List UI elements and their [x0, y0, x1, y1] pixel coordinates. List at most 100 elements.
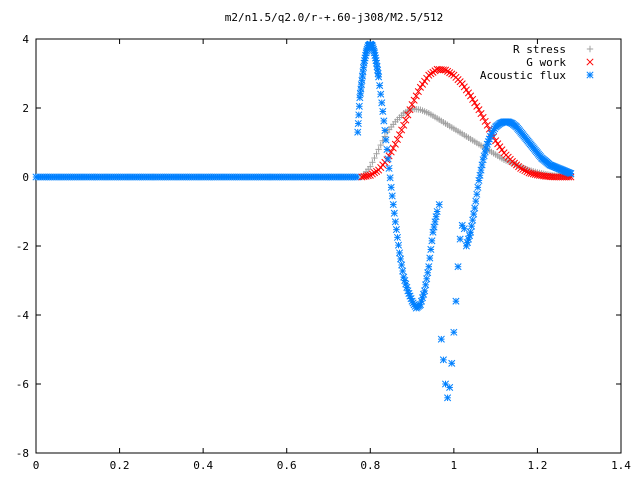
data-point — [470, 210, 478, 218]
data-point — [462, 86, 470, 94]
data-point — [473, 190, 481, 198]
data-point — [355, 111, 363, 119]
data-point — [400, 121, 408, 129]
data-point — [521, 167, 529, 175]
x-tick-label: 1.4 — [611, 459, 631, 472]
data-point — [479, 113, 487, 122]
data-point — [423, 275, 431, 283]
y-tick-label: -6 — [16, 378, 29, 391]
data-point — [469, 95, 477, 103]
x-tick-label: 1.2 — [527, 459, 547, 472]
data-point — [435, 201, 443, 209]
data-point — [468, 222, 476, 230]
series-acoustic-flux — [354, 40, 575, 402]
data-point — [525, 169, 533, 177]
data-point — [354, 128, 362, 136]
data-point — [426, 254, 434, 262]
data-point — [421, 287, 429, 295]
data-point — [395, 249, 404, 257]
data-point — [467, 228, 475, 236]
data-point — [368, 170, 376, 178]
data-point — [389, 144, 397, 152]
data-point — [428, 237, 436, 245]
y-tick-label: 4 — [22, 33, 29, 46]
x-tick-label: 0.6 — [277, 459, 297, 472]
data-point — [523, 168, 531, 176]
data-point — [406, 106, 414, 114]
y-tick-label: 2 — [22, 102, 29, 115]
data-point — [395, 131, 404, 139]
legend-label: Acoustic flux — [480, 69, 566, 82]
legend-label: R stress — [513, 43, 566, 56]
chart-title: m2/n1.5/q2.0/r-+.60-j308/M2.5/512 — [225, 11, 444, 24]
x-tick-label: 0.8 — [360, 459, 380, 472]
data-point — [418, 80, 427, 88]
data-marks — [32, 40, 575, 402]
data-point — [393, 233, 401, 241]
data-point — [393, 135, 401, 144]
data-point — [448, 359, 456, 367]
data-point — [422, 281, 430, 289]
data-point — [454, 263, 462, 271]
data-point — [441, 66, 450, 74]
data-point — [392, 226, 400, 234]
data-point — [387, 183, 395, 191]
data-point — [469, 216, 477, 224]
data-point — [446, 69, 454, 77]
data-point — [452, 297, 460, 305]
legend-marker — [586, 58, 594, 66]
data-point — [439, 66, 447, 74]
data-point — [383, 145, 391, 153]
data-point — [380, 117, 388, 125]
data-point — [531, 170, 539, 178]
data-point — [389, 201, 397, 209]
data-point — [366, 171, 374, 179]
data-point — [375, 146, 382, 153]
axis-ticks: 0 0.2 0.4 0.6 0.8 1 1.2 1.4 4 2 0 -2 -4 -6 -8 — [16, 33, 632, 472]
data-point — [391, 140, 399, 148]
plot-frame — [35, 38, 622, 454]
data-point — [370, 169, 379, 177]
data-point — [472, 197, 480, 205]
data-point — [355, 102, 363, 110]
data-point — [427, 245, 435, 254]
data-point — [388, 192, 396, 200]
data-point — [473, 102, 481, 110]
series-baseline — [32, 173, 362, 181]
data-point — [474, 183, 482, 191]
data-point — [399, 267, 407, 275]
data-point — [498, 146, 506, 154]
data-point — [460, 225, 468, 233]
legend-marker — [586, 71, 594, 79]
data-point — [373, 150, 380, 157]
data-point — [444, 394, 452, 402]
data-point — [517, 164, 525, 172]
data-point — [477, 110, 485, 118]
data-point — [483, 121, 491, 129]
series-g-work — [358, 65, 575, 181]
data-point — [402, 116, 410, 124]
data-point — [412, 92, 420, 100]
data-point — [481, 117, 489, 125]
x-tick-label: 0.2 — [110, 459, 130, 472]
data-point — [475, 106, 483, 114]
data-point — [416, 83, 424, 91]
data-point — [358, 173, 366, 181]
data-point — [444, 67, 452, 75]
data-point — [377, 141, 384, 149]
data-point — [439, 356, 447, 364]
data-point — [433, 207, 441, 216]
x-tick-label: 0 — [33, 459, 40, 472]
series-r-stress — [358, 105, 575, 181]
data-point — [394, 241, 403, 249]
data-point — [375, 73, 383, 81]
data-point — [382, 136, 390, 144]
data-point — [404, 111, 412, 119]
y-tick-label: -8 — [16, 447, 29, 460]
x-tick-label: 0.4 — [193, 459, 213, 472]
data-point — [381, 126, 389, 134]
data-point — [354, 119, 362, 128]
data-point — [397, 255, 405, 263]
data-point — [377, 90, 385, 98]
